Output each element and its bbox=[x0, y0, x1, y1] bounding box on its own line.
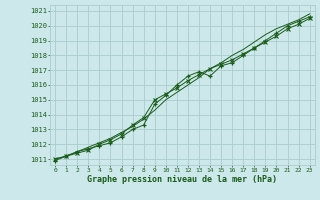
X-axis label: Graphe pression niveau de la mer (hPa): Graphe pression niveau de la mer (hPa) bbox=[87, 175, 277, 184]
